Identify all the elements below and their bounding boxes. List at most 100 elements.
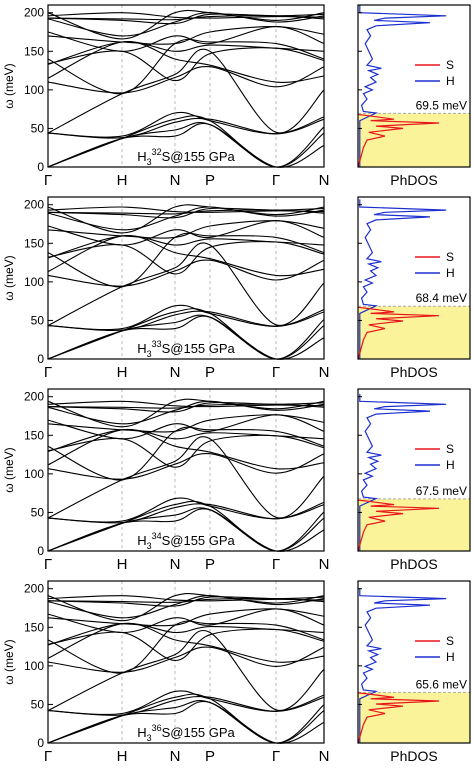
y-tick-label: 150 — [24, 620, 44, 634]
legend-label-s: S — [446, 250, 454, 264]
phonon-branch — [47, 629, 325, 712]
dos-curve-h — [359, 588, 447, 743]
phonon-branch — [47, 595, 325, 602]
phonon-branch — [47, 207, 325, 219]
legend-label-h: H — [446, 458, 455, 472]
phonon-branch — [47, 242, 325, 327]
phonon-branch — [47, 206, 325, 213]
y-tick-label: 0 — [37, 736, 44, 750]
compound-label: H334S@155 GPa — [137, 531, 235, 551]
y-tick-label: 0 — [37, 544, 44, 558]
k-point-label: N — [170, 172, 181, 189]
y-tick-label: 200 — [24, 198, 44, 212]
phonon-branch — [47, 400, 325, 408]
y-tick-label: 100 — [24, 83, 44, 97]
phonon-branch — [47, 414, 325, 433]
k-point-label: P — [205, 556, 215, 573]
phonon-branch — [47, 206, 325, 231]
phdos-plot: 68.4 meV SH PhDOS — [357, 196, 471, 380]
phonon-branch — [47, 592, 325, 622]
phonon-branch — [47, 12, 325, 19]
y-axis-label: ω (meV) — [2, 639, 16, 684]
phonon-branch — [47, 234, 325, 277]
compound-label: H336S@155 GPa — [137, 723, 235, 743]
dos-legend: SH — [415, 250, 455, 280]
legend-label-h: H — [446, 74, 455, 88]
phonon-branch — [47, 452, 325, 480]
phonon-branch — [47, 220, 325, 246]
phonon-branch — [47, 9, 325, 40]
phonon-branch — [47, 12, 325, 37]
legend-label-s: S — [446, 58, 454, 72]
band-axes-frame — [47, 580, 325, 744]
k-point-label: N — [170, 556, 181, 573]
dos-curve-h — [359, 393, 447, 551]
phonon-branch — [47, 696, 325, 716]
y-tick-label: 50 — [31, 121, 45, 135]
phonon-branch — [47, 628, 325, 662]
phonon-branch — [47, 401, 325, 413]
phonon-branch — [47, 220, 325, 239]
phonon-branch — [47, 428, 325, 470]
y-tick-label: 200 — [24, 390, 44, 404]
compound-label: H333S@155 GPa — [137, 339, 235, 359]
y-tick-label: 200 — [24, 582, 44, 596]
dos-label: PhDOS — [390, 172, 437, 188]
legend-label-s: S — [446, 634, 454, 648]
k-point-label: P — [205, 748, 215, 765]
phonon-branch — [47, 66, 325, 94]
y-axis-label: ω (meV) — [2, 255, 16, 300]
legend-label-s: S — [446, 442, 454, 456]
band-structure-plot: 0 50 100 150 200 ω (meV) Γ H N P Γ N H336S@155 GPa — [2, 580, 329, 765]
y-tick-label: 150 — [24, 236, 44, 250]
k-point-label: Γ — [44, 364, 52, 381]
y-tick-label: 150 — [24, 44, 44, 58]
k-point-label: Γ — [272, 556, 280, 573]
k-point-label: N — [319, 364, 330, 381]
y-tick-label: 100 — [24, 659, 44, 673]
k-point-label: N — [170, 748, 181, 765]
cutoff-label: 69.5 meV — [416, 98, 467, 112]
phonon-branch — [47, 497, 325, 523]
k-point-label: Γ — [272, 364, 280, 381]
k-point-label: H — [117, 364, 128, 381]
k-point-label: H — [117, 556, 128, 573]
phonon-branch — [47, 204, 325, 234]
k-point-label: Γ — [272, 748, 280, 765]
phonon-branch — [47, 304, 325, 331]
phonon-branch — [47, 259, 325, 287]
phdos-plot: 69.5 meV SH PhDOS — [357, 4, 471, 188]
phonon-branch — [47, 41, 325, 83]
y-tick-label: 0 — [37, 160, 44, 174]
phonon-branch — [47, 622, 325, 663]
panel-3: 0 50 100 150 200 ω (meV) Γ H N P Γ N H334S@155 GPa 67… — [2, 388, 471, 573]
low-frequency-fill — [358, 692, 470, 743]
k-point-label: H — [117, 172, 128, 189]
phonon-branch — [47, 26, 325, 52]
phonon-branch — [47, 414, 325, 440]
k-point-label: Γ — [44, 172, 52, 189]
panel-2: 0 50 100 150 200 ω (meV) Γ H N P Γ N H333S@155 GPa 68… — [2, 196, 471, 381]
phonon-branch — [47, 241, 325, 275]
phonon-branch — [47, 48, 325, 134]
phonon-branch — [47, 608, 325, 634]
k-point-label: N — [170, 364, 181, 381]
y-tick-label: 50 — [31, 313, 45, 327]
dos-axes-frame — [357, 388, 471, 552]
phonon-branch — [47, 436, 325, 519]
dos-curve-s — [357, 306, 440, 360]
k-point-label: H — [117, 748, 128, 765]
phonon-branch — [47, 47, 325, 82]
k-point-label: Γ — [44, 748, 52, 765]
phonon-branch — [47, 596, 325, 607]
cutoff-label: 65.6 meV — [416, 677, 467, 691]
dos-label: PhDOS — [390, 364, 437, 380]
y-tick-label: 100 — [24, 467, 44, 481]
k-point-label: P — [205, 172, 215, 189]
dos-curve-s — [357, 113, 440, 168]
cutoff-label: 67.5 meV — [416, 484, 467, 498]
low-frequency-fill — [358, 306, 470, 359]
band-structure-plot: 0 50 100 150 200 ω (meV) Γ H N P Γ N H333S@155 GPa — [2, 196, 330, 381]
dos-axes-frame — [357, 580, 471, 744]
